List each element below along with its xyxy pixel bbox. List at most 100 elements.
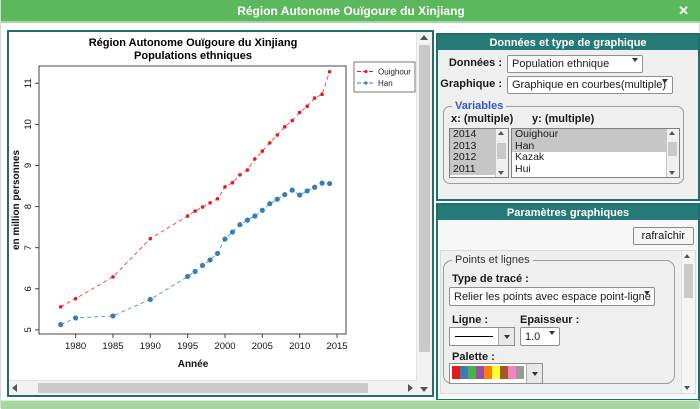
x-year-option[interactable]: 2011: [450, 163, 496, 175]
list-scroll-thumb[interactable]: [497, 143, 506, 159]
chevron-down-icon: [644, 291, 650, 305]
chart-horizontal-scrollbar[interactable]: [9, 380, 417, 395]
x-multiple-label: x: (multiple): [451, 113, 514, 125]
refresh-button[interactable]: rafraîchir: [632, 227, 694, 245]
params-scroll-thumb[interactable]: [684, 264, 693, 298]
svg-text:11: 11: [23, 78, 34, 88]
horizontal-scroll-thumb[interactable]: [38, 383, 368, 393]
palette-swatch: [492, 365, 500, 379]
palette-swatch: [452, 365, 460, 379]
variables-legend: Variables: [455, 100, 504, 112]
window-bottom-edge: [1, 400, 699, 409]
points-lines-fieldset: Points et lignes Type de tracé : Relier …: [443, 254, 675, 384]
params-vertical-scrollbar[interactable]: [681, 251, 695, 393]
scroll-down-icon[interactable]: [669, 171, 675, 175]
svg-text:Han: Han: [378, 79, 393, 88]
palette-swatch: [516, 365, 524, 379]
scroll-up-icon[interactable]: [420, 35, 428, 40]
chevron-down-icon: [632, 58, 638, 72]
scroll-down-icon[interactable]: [684, 386, 690, 390]
list-scroll-thumb[interactable]: [668, 142, 677, 156]
svg-text:en million personnes: en million personnes: [11, 150, 22, 250]
chart-vertical-scrollbar[interactable]: [416, 32, 432, 395]
y-variable-listbox[interactable]: Ouighour Han Kazak Hui: [511, 128, 680, 178]
scroll-down-icon[interactable]: [420, 387, 428, 392]
svg-text:Populations ethniques: Populations ethniques: [134, 50, 252, 62]
scroll-right-icon[interactable]: [408, 384, 413, 392]
svg-text:9: 9: [23, 163, 34, 168]
svg-text:Région Autonome Ouïgoure du Xi: Région Autonome Ouïgoure du Xinjiang: [89, 37, 298, 49]
params-panel-header: Paramètres graphiques: [438, 205, 698, 220]
x-list-scrollbar[interactable]: [495, 129, 508, 177]
x-year-option[interactable]: 2013: [450, 140, 496, 152]
y-list-scrollbar[interactable]: [666, 129, 679, 177]
trace-type-select[interactable]: Relier les points avec espace point-lign…: [449, 287, 655, 306]
trace-type-label: Type de tracé :: [452, 273, 529, 285]
palette-swatch: [468, 365, 476, 379]
svg-text:7: 7: [23, 245, 34, 250]
svg-text:1980: 1980: [65, 341, 86, 352]
x-year-option[interactable]: 2014: [450, 129, 496, 141]
params-scroll-area: Points et lignes Type de tracé : Relier …: [440, 250, 696, 394]
params-panel-body: rafraîchir Points et lignes Type de trac…: [438, 220, 698, 397]
palette-swatch: [500, 365, 508, 379]
chevron-down-icon: [526, 364, 542, 383]
palette-combo[interactable]: [449, 363, 543, 384]
palette-swatch: [460, 365, 468, 379]
x-variable-listbox[interactable]: 2014 2013 2012 2011: [449, 128, 509, 178]
palette-swatches: [452, 365, 524, 382]
points-lines-legend: Points et lignes: [455, 254, 530, 266]
line-style-combo[interactable]: [449, 327, 515, 346]
svg-text:6: 6: [23, 286, 34, 291]
window-title: Région Autonome Ouïgoure du Xinjiang: [237, 3, 465, 18]
y-variable-option[interactable]: Ouighour: [512, 129, 667, 141]
y-multiple-label: y: (multiple): [532, 113, 595, 125]
palette-swatch: [476, 365, 484, 379]
epaisseur-value: 1.0: [525, 330, 541, 343]
window-titlebar[interactable]: Région Autonome Ouïgoure du Xinjiang ✕: [1, 0, 700, 23]
svg-text:8: 8: [23, 204, 34, 209]
svg-text:10: 10: [23, 119, 34, 130]
svg-text:2000: 2000: [214, 341, 235, 352]
palette-label: Palette :: [452, 351, 495, 363]
solid-line-icon: [455, 336, 493, 337]
svg-text:2005: 2005: [252, 341, 273, 352]
graphique-select-value: Graphique en courbes(multiple): [512, 79, 667, 91]
palette-swatch: [484, 365, 492, 379]
svg-text:1990: 1990: [140, 341, 161, 352]
data-panel-header: Données et type de graphique: [438, 35, 698, 50]
epaisseur-label: Epaisseur :: [520, 314, 580, 326]
y-variable-option[interactable]: Hui: [515, 163, 531, 175]
graphique-label: Graphique :: [440, 78, 502, 90]
donnees-label: Données :: [448, 57, 502, 69]
svg-text:2010: 2010: [289, 341, 310, 352]
donnees-select-value: Population ethnique: [512, 58, 610, 70]
data-type-section: Données et type de graphique Données : P…: [436, 33, 700, 201]
trace-type-value: Relier les points avec espace point-lign…: [454, 290, 651, 303]
x-year-option[interactable]: 2012: [450, 152, 496, 164]
donnees-select[interactable]: Population ethnique: [507, 55, 643, 73]
close-icon[interactable]: ✕: [678, 3, 689, 18]
graphique-select[interactable]: Graphique en courbes(multiple): [507, 76, 673, 94]
svg-text:Ouighour: Ouighour: [378, 68, 411, 77]
scroll-up-icon[interactable]: [684, 254, 690, 258]
scroll-down-icon[interactable]: [498, 171, 504, 175]
vertical-scroll-thumb[interactable]: [419, 45, 430, 352]
scroll-up-icon[interactable]: [669, 131, 675, 135]
chevron-down-icon: [498, 328, 514, 345]
svg-text:1995: 1995: [177, 341, 198, 352]
palette-swatch: [508, 365, 516, 379]
chevron-down-icon: [549, 331, 555, 345]
scroll-left-icon[interactable]: [12, 384, 17, 392]
svg-text:5: 5: [23, 327, 34, 332]
x-variable-options: 2014 2013 2012 2011: [450, 129, 496, 177]
epaisseur-select[interactable]: 1.0: [520, 327, 560, 346]
y-variable-option[interactable]: Kazak: [515, 152, 545, 163]
ligne-label: Ligne :: [452, 314, 489, 326]
chevron-down-icon: [662, 79, 668, 93]
scroll-up-icon[interactable]: [498, 131, 504, 135]
chart-panel: Région Autonome Ouïgoure du Xinjiang Popu…: [7, 30, 434, 397]
y-variable-option[interactable]: Han: [512, 140, 667, 152]
svg-text:Année: Année: [178, 359, 209, 370]
